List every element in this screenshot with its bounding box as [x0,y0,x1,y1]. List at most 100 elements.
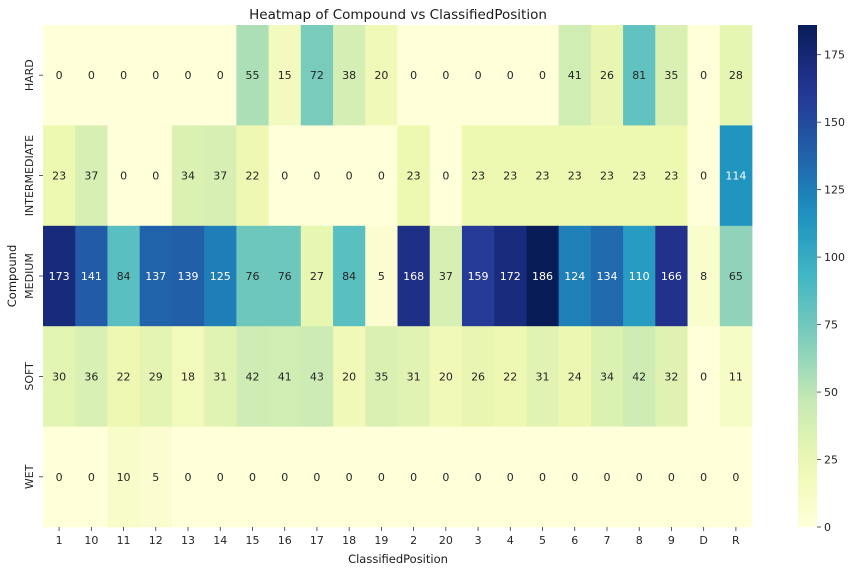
heatmap-cell [719,225,753,327]
heatmap-cell [236,25,269,126]
cell-value-label: 11 [729,370,743,383]
x-axis-label: ClassifiedPosition [348,552,448,566]
cell-value-label: 166 [661,270,682,283]
cell-value-label: 0 [56,471,63,484]
cell-value-label: 0 [475,471,482,484]
heatmap-cell [526,125,560,227]
cell-value-label: 0 [507,69,514,82]
cell-value-label: 35 [664,69,678,82]
heatmap-cell [494,25,527,126]
heatmap-cell [623,25,656,126]
cell-value-label: 139 [178,270,199,283]
cell-value-label: 23 [632,170,646,183]
heatmap-cell [107,25,141,126]
x-tick-label: 19 [374,534,388,547]
colorbar-tick-label: 100 [824,251,845,264]
cell-value-label: 24 [568,370,582,383]
cell-value-label: 0 [378,170,385,183]
cell-value-label: 26 [471,370,485,383]
cell-value-label: 0 [668,471,675,484]
heatmap-cell [719,125,753,227]
cell-value-label: 10 [117,471,131,484]
heatmap-cell [75,25,108,126]
x-tick-label: R [732,534,740,547]
heatmap-cell [268,426,302,528]
cell-value-label: 23 [52,170,66,183]
x-tick-label: 11 [117,534,131,547]
cell-value-label: 0 [539,471,546,484]
cell-value-label: 26 [600,69,614,82]
heatmap-cell [719,25,753,126]
cell-value-label: 0 [120,170,127,183]
cell-value-label: 23 [503,170,517,183]
heatmap-cell [75,225,108,327]
cell-value-label: 0 [442,69,449,82]
heatmap-cell [107,125,141,227]
cell-value-label: 31 [213,370,227,383]
heatmap-cell [687,125,721,227]
heatmap-cell [365,125,398,227]
x-tick-label: 14 [213,534,227,547]
cell-value-label: 23 [568,170,582,183]
heatmap-cell [300,25,334,126]
x-tick-label: 18 [342,534,356,547]
heatmap-cell [268,25,302,126]
heatmap-cell [268,326,302,427]
heatmap-cell [590,25,624,126]
heatmap-cell [494,326,527,427]
x-tick-label: 4 [507,534,514,547]
cell-value-label: 8 [700,270,707,283]
heatmap-cell [590,326,624,427]
cell-value-label: 42 [245,370,259,383]
x-tick-label: 9 [668,534,675,547]
heatmap-cell [300,326,334,427]
heatmap-cell [623,125,656,227]
cell-value-label: 20 [374,69,388,82]
cell-value-label: 110 [629,270,650,283]
cell-value-label: 30 [52,370,66,383]
cell-value-label: 0 [571,471,578,484]
heatmap-cell [333,326,366,427]
heatmap-cell [43,225,76,327]
cell-value-label: 0 [507,471,514,484]
cell-value-label: 114 [725,170,746,183]
cell-value-label: 0 [442,170,449,183]
heatmap-cell [397,125,431,227]
heatmap-cell [333,125,366,227]
heatmap-cell [75,426,108,528]
heatmap-cell [268,225,302,327]
chart-title: Heatmap of Compound vs ClassifiedPositio… [249,7,547,23]
x-tick-label: 1 [56,534,63,547]
heatmap-cell [655,25,688,126]
heatmap-cell [590,125,624,227]
cell-value-label: 65 [729,270,743,283]
cell-value-label: 84 [342,270,356,283]
heatmap-cell [75,125,108,227]
cell-value-label: 0 [152,69,159,82]
y-tick-label: SOFT [23,362,36,391]
heatmap-cell [236,125,269,227]
colorbar-tick-label: 50 [824,386,838,399]
cell-value-label: 0 [700,69,707,82]
cell-value-label: 0 [313,471,320,484]
cell-value-label: 0 [152,170,159,183]
heatmap-cell [397,25,431,126]
heatmap-cell [461,125,495,227]
x-tick-label: 10 [84,534,98,547]
heatmap-cell [43,25,76,126]
heatmap-cell [236,426,269,528]
cell-value-label: 23 [471,170,485,183]
cell-value-label: 22 [245,170,259,183]
heatmap-cell [107,225,141,327]
cell-value-label: 36 [84,370,98,383]
y-tick-label: HARD [23,59,36,91]
y-tick-label: INTERMEDIATE [23,135,36,216]
cell-value-label: 32 [664,370,678,383]
cell-value-label: 37 [84,170,98,183]
cell-value-label: 159 [468,270,489,283]
cell-value-label: 0 [281,471,288,484]
cell-value-label: 43 [310,370,324,383]
heatmap-cell [139,25,173,126]
heatmap-cell [107,326,141,427]
